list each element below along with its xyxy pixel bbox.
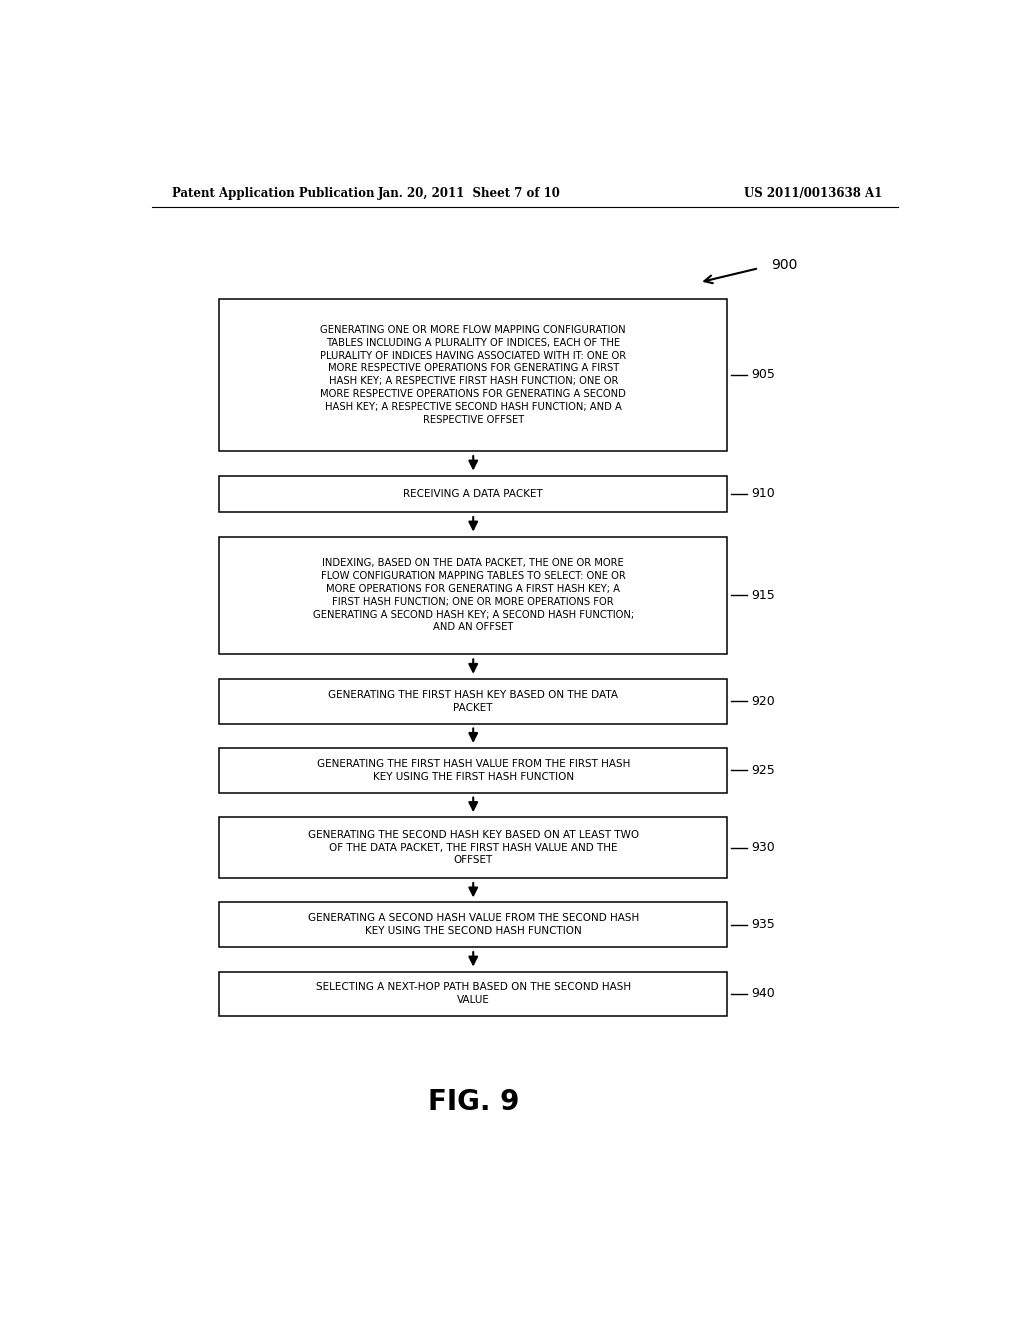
- Text: GENERATING THE FIRST HASH VALUE FROM THE FIRST HASH
KEY USING THE FIRST HASH FUN: GENERATING THE FIRST HASH VALUE FROM THE…: [316, 759, 630, 781]
- Bar: [219, 536, 727, 655]
- Text: GENERATING ONE OR MORE FLOW MAPPING CONFIGURATION
TABLES INCLUDING A PLURALITY O: GENERATING ONE OR MORE FLOW MAPPING CONF…: [321, 325, 627, 425]
- Text: RECEIVING A DATA PACKET: RECEIVING A DATA PACKET: [403, 488, 543, 499]
- Text: GENERATING THE FIRST HASH KEY BASED ON THE DATA
PACKET: GENERATING THE FIRST HASH KEY BASED ON T…: [329, 690, 618, 713]
- Text: GENERATING THE SECOND HASH KEY BASED ON AT LEAST TWO
OF THE DATA PACKET, THE FIR: GENERATING THE SECOND HASH KEY BASED ON …: [307, 830, 639, 866]
- Bar: [219, 903, 727, 948]
- Text: 900: 900: [771, 259, 798, 272]
- Bar: [219, 298, 727, 451]
- Text: 910: 910: [751, 487, 775, 500]
- Text: 935: 935: [751, 919, 775, 932]
- Text: 920: 920: [751, 694, 775, 708]
- Text: 925: 925: [751, 764, 775, 776]
- Text: Jan. 20, 2011  Sheet 7 of 10: Jan. 20, 2011 Sheet 7 of 10: [378, 187, 561, 201]
- Bar: [219, 817, 727, 878]
- Bar: [219, 748, 727, 792]
- Bar: [219, 972, 727, 1016]
- Text: 905: 905: [751, 368, 775, 381]
- Text: FIG. 9: FIG. 9: [428, 1088, 519, 1115]
- Text: 930: 930: [751, 841, 775, 854]
- Bar: [219, 678, 727, 723]
- Text: SELECTING A NEXT-HOP PATH BASED ON THE SECOND HASH
VALUE: SELECTING A NEXT-HOP PATH BASED ON THE S…: [315, 982, 631, 1006]
- Text: Patent Application Publication: Patent Application Publication: [172, 187, 374, 201]
- Text: 915: 915: [751, 589, 775, 602]
- Text: GENERATING A SECOND HASH VALUE FROM THE SECOND HASH
KEY USING THE SECOND HASH FU: GENERATING A SECOND HASH VALUE FROM THE …: [307, 913, 639, 936]
- Text: INDEXING, BASED ON THE DATA PACKET, THE ONE OR MORE
FLOW CONFIGURATION MAPPING T: INDEXING, BASED ON THE DATA PACKET, THE …: [312, 558, 634, 632]
- Text: US 2011/0013638 A1: US 2011/0013638 A1: [743, 187, 882, 201]
- Text: 940: 940: [751, 987, 775, 1001]
- Bar: [219, 475, 727, 512]
